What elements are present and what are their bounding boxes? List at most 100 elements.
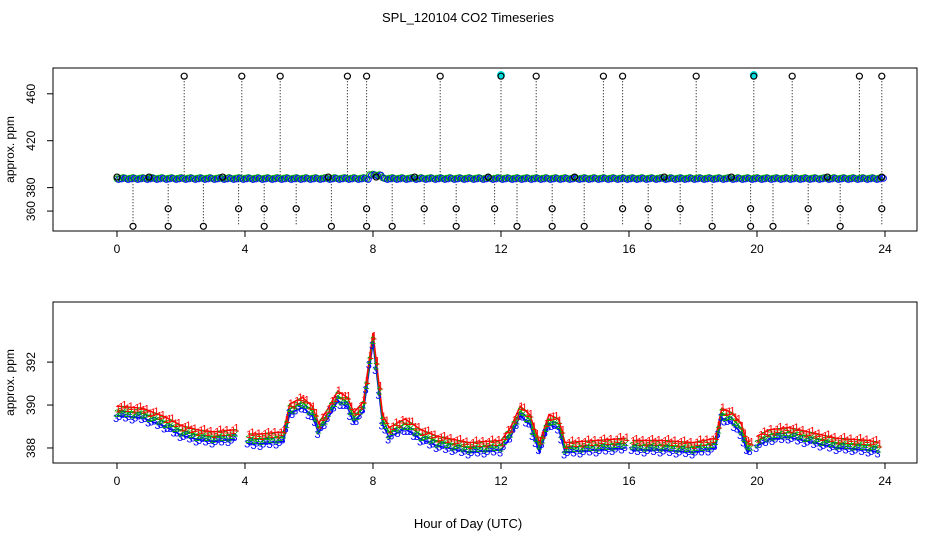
series-marker-2: 2 xyxy=(716,424,722,436)
series-marker-2: 2 xyxy=(831,436,837,448)
series-marker-1: 1 xyxy=(630,435,636,447)
series-marker-2: 2 xyxy=(600,438,606,450)
series-marker-2: 2 xyxy=(652,441,658,453)
series-marker-1: 1 xyxy=(531,421,537,433)
series-marker-2: 2 xyxy=(156,415,162,427)
series-marker-3: 3 xyxy=(462,446,468,458)
series-marker-1: 1 xyxy=(297,392,303,404)
data-point xyxy=(758,175,766,183)
series-marker-1: 1 xyxy=(422,426,428,438)
series-marker-2: 2 xyxy=(290,404,296,416)
series-marker-2: 2 xyxy=(530,426,536,438)
series-marker-3: 3 xyxy=(388,431,394,443)
series-marker-3: 3 xyxy=(174,427,180,439)
spike-point xyxy=(855,72,864,80)
series-marker-2: 2 xyxy=(616,437,622,449)
series-marker-1: 1 xyxy=(822,430,828,442)
data-point xyxy=(470,175,478,183)
series-marker-1: 1 xyxy=(768,424,774,436)
series-marker-3: 3 xyxy=(158,419,164,431)
data-point xyxy=(307,175,315,183)
data-point xyxy=(172,175,180,183)
series-marker-1: 1 xyxy=(317,419,323,431)
series-marker-1: 1 xyxy=(176,418,182,430)
data-point xyxy=(652,175,660,183)
series-line xyxy=(632,407,752,444)
series-marker-1: 1 xyxy=(707,437,713,449)
series-marker-2: 2 xyxy=(693,442,699,454)
y-tick-label: 390 xyxy=(24,395,38,415)
series-marker-1: 1 xyxy=(704,434,710,446)
data-point xyxy=(876,175,884,183)
data-point xyxy=(710,175,718,183)
series-marker-1: 1 xyxy=(438,432,444,444)
series-marker-2: 2 xyxy=(181,426,187,438)
series-marker-2: 2 xyxy=(562,445,568,457)
series-marker-2: 2 xyxy=(556,420,562,432)
data-point xyxy=(219,173,227,181)
series-marker-2: 2 xyxy=(261,434,267,446)
series-marker-2: 2 xyxy=(520,407,526,419)
data-point xyxy=(383,175,391,183)
series-marker-3: 3 xyxy=(219,437,225,449)
series-marker-2: 2 xyxy=(309,406,315,418)
data-point xyxy=(259,175,267,183)
series-marker-3: 3 xyxy=(839,441,845,453)
series-marker-1: 1 xyxy=(653,437,659,449)
series-marker-3: 3 xyxy=(398,424,404,436)
data-point xyxy=(124,175,132,183)
series-marker-2: 2 xyxy=(149,412,155,424)
data-point xyxy=(623,175,631,183)
series-marker-3: 3 xyxy=(420,436,426,448)
series-marker-1: 1 xyxy=(361,395,367,407)
series-marker-2: 2 xyxy=(584,439,590,451)
series-marker-3: 3 xyxy=(551,420,557,432)
series-marker-2: 2 xyxy=(194,432,200,444)
series-marker-2: 2 xyxy=(268,434,274,446)
series-marker-3: 3 xyxy=(251,440,257,452)
spike-point xyxy=(180,72,188,80)
series-marker-3: 3 xyxy=(286,408,292,420)
series-marker-2: 2 xyxy=(252,435,258,447)
x-tick-label: 24 xyxy=(878,242,892,256)
series-marker-3: 3 xyxy=(177,432,183,444)
series-marker-1: 1 xyxy=(371,330,377,342)
series-marker-3: 3 xyxy=(283,424,289,436)
series-marker-1: 1 xyxy=(525,408,531,420)
dip-point xyxy=(548,222,556,230)
series-marker-3: 3 xyxy=(443,444,449,456)
series-marker-3: 3 xyxy=(702,444,708,456)
series-marker-1: 1 xyxy=(150,407,156,419)
series-marker-1: 1 xyxy=(201,423,207,435)
series-marker-1: 1 xyxy=(265,426,271,438)
data-point xyxy=(787,175,795,183)
series-marker-3: 3 xyxy=(779,434,785,446)
series-marker-1: 1 xyxy=(288,398,294,410)
series-marker-3: 3 xyxy=(407,426,413,438)
series-marker-3: 3 xyxy=(206,435,212,447)
series-marker-3: 3 xyxy=(619,444,625,456)
y-tick-label: 460 xyxy=(24,83,38,103)
series-marker-3: 3 xyxy=(753,443,759,455)
series-marker-3: 3 xyxy=(647,443,653,455)
series-marker-2: 2 xyxy=(370,335,376,347)
series-marker-2: 2 xyxy=(818,437,824,449)
series-marker-1: 1 xyxy=(406,416,412,428)
series-marker-1: 1 xyxy=(537,435,543,447)
series-marker-2: 2 xyxy=(303,399,309,411)
data-point xyxy=(508,175,516,183)
series-marker-1: 1 xyxy=(697,434,703,446)
dip-point xyxy=(513,222,521,230)
series-line xyxy=(632,412,752,449)
series-marker-2: 2 xyxy=(226,432,232,444)
spike-point xyxy=(497,72,505,80)
series-marker-2: 2 xyxy=(642,443,648,455)
series-marker-1: 1 xyxy=(585,434,591,446)
data-point xyxy=(700,175,708,183)
series-marker-1: 1 xyxy=(797,426,803,438)
series-marker-1: 1 xyxy=(601,433,607,445)
series-marker-1: 1 xyxy=(416,422,422,434)
series-marker-2: 2 xyxy=(306,405,312,417)
dip-point xyxy=(708,222,716,230)
series-marker-3: 3 xyxy=(337,400,343,412)
